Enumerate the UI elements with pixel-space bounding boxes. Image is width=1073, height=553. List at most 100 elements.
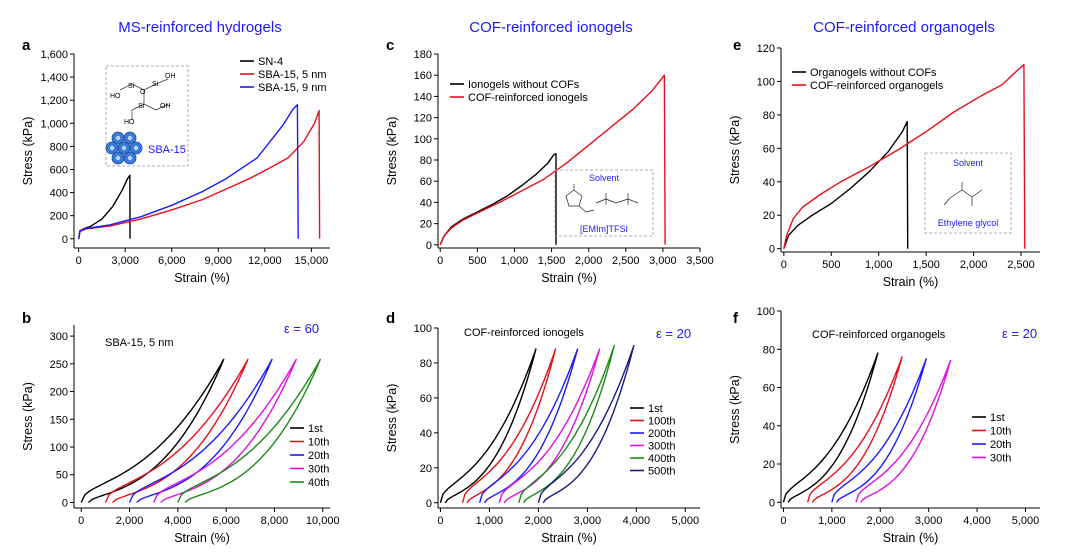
y-tick-label: 60 — [763, 383, 775, 395]
x-tick-label: 10,000 — [306, 515, 340, 527]
chart-panel-f: 0 20 40 60 80 100 0 1,000 2,000 3,000 4,000 5,000 St… — [728, 306, 1040, 545]
y-tick-label: 150 — [50, 414, 68, 426]
inset-atom-si-1: Si — [128, 83, 135, 90]
y-tick-label: 40 — [420, 428, 432, 440]
legend-label: 10th — [990, 426, 1011, 438]
y-tick-label: 100 — [757, 306, 775, 318]
column-title-ionogels: COF-reinforced ionogels — [469, 19, 632, 36]
x-tick-label: 6,000 — [212, 515, 240, 527]
x-tick-label: 15,000 — [295, 255, 329, 267]
x-tick-label: 0 — [437, 515, 443, 527]
x-tick-label: 4,000 — [164, 515, 192, 527]
series-line-organogels-without-cofs — [783, 120, 909, 249]
inset-e-caption: Ethylene glycol — [938, 218, 999, 228]
inset-emim-tfsi: Solvent [EMIm]TFSI — [554, 169, 654, 237]
legend-label: SN-4 — [258, 56, 283, 68]
x-tick-label: 6,000 — [158, 255, 186, 267]
x-tick-label: 5,000 — [672, 515, 700, 527]
x-axis-label: Strain (%) — [541, 271, 597, 285]
legend-label: 100th — [648, 416, 676, 428]
panel-annotation: COF-reinforced organogels — [812, 329, 946, 341]
y-tick-label: 100 — [50, 442, 68, 454]
x-tick-label: 0 — [780, 515, 786, 527]
emim-tfsi-structure-icon — [565, 184, 639, 213]
inset-atom-o-1: O — [140, 89, 146, 96]
inset-sba15-label: SBA-15 — [148, 144, 186, 156]
strain-label: ε = 60 — [284, 321, 319, 336]
y-tick-label: 1,000 — [40, 118, 68, 130]
y-axis-label: Stress (kPa) — [385, 384, 399, 453]
y-tick-label: 0 — [62, 497, 68, 509]
legend-label: 1st — [308, 423, 323, 435]
chart-panel-e: 0 20 40 60 80 100 120 0 500 1,000 1,500 2,000 2,500 S… — [728, 43, 1040, 289]
panel-letter-b: b — [22, 310, 31, 327]
inset-atom-ho-1: HO — [110, 93, 121, 100]
silica-structure-icon — [119, 78, 169, 120]
series-line-200th — [478, 348, 579, 504]
series-line-sba-15-5-nm — [78, 109, 321, 239]
y-tick-label: 20 — [763, 459, 775, 471]
legend-label: 20th — [308, 450, 329, 462]
x-tick-label: 2,000 — [960, 259, 988, 271]
y-tick-label: 180 — [414, 49, 432, 61]
strain-label: ε = 20 — [1002, 326, 1037, 341]
series-line-20th — [128, 358, 273, 504]
inset-ethylene-glycol: Solvent Ethylene glycol — [924, 152, 1012, 234]
y-tick-label: 120 — [757, 43, 775, 55]
x-tick-label: 4,000 — [963, 515, 991, 527]
legend-label: 20th — [990, 439, 1011, 451]
panel-letter-f: f — [733, 310, 739, 327]
y-tick-label: 200 — [50, 387, 68, 399]
y-tick-label: 80 — [763, 344, 775, 356]
series-line-sba-15-9-nm — [78, 104, 299, 239]
y-tick-label: 0 — [769, 497, 775, 509]
y-axis-label: Stress (kPa) — [728, 375, 742, 444]
chart-panel-a: 0 200 400 600 800 1,000 1,200 1,400 1,600 0 3,000 6… — [21, 49, 330, 285]
y-tick-label: 20 — [420, 219, 432, 231]
strain-label: ε = 20 — [656, 326, 691, 341]
y-tick-label: 40 — [763, 421, 775, 433]
x-tick-label: 1,500 — [912, 259, 940, 271]
chart-panel-b: 0 50 100 150 200 250 300 0 2,000 4,000 6,000 8,000 1… — [21, 321, 340, 545]
inset-atom-si-2: Si — [152, 81, 159, 88]
inset-c-caption: [EMIm]TFSI — [580, 224, 628, 234]
x-tick-label: 2,000 — [866, 515, 894, 527]
legend-label: 30th — [308, 464, 329, 476]
legend-label: COF-reinforced organogels — [810, 80, 944, 92]
y-tick-label: 20 — [763, 210, 775, 222]
x-axis-label: Strain (%) — [883, 531, 939, 545]
legend-label: 10th — [308, 437, 329, 449]
series-line-10th — [104, 358, 249, 504]
x-tick-label: 0 — [781, 259, 787, 271]
y-tick-label: 140 — [414, 91, 432, 103]
y-axis-label: Stress (kPa) — [385, 117, 399, 186]
x-tick-label: 3,000 — [574, 515, 602, 527]
legend-label: 40th — [308, 477, 329, 489]
legend-label: 1st — [648, 403, 663, 415]
legend-label: Organogels without COFs — [810, 67, 937, 79]
y-tick-label: 0 — [426, 498, 432, 510]
x-tick-label: 0 — [78, 515, 84, 527]
series-line-1st — [782, 352, 879, 503]
inset-atom-oh-1: OH — [165, 73, 176, 80]
x-tick-label: 2,000 — [525, 515, 553, 527]
panel-letter-a: a — [22, 37, 31, 54]
series-line-30th — [855, 360, 952, 503]
y-tick-label: 600 — [50, 164, 68, 176]
y-tick-label: 100 — [757, 76, 775, 88]
x-tick-label: 0 — [76, 255, 82, 267]
y-tick-label: 80 — [420, 155, 432, 167]
x-tick-label: 3,500 — [686, 255, 714, 267]
y-tick-label: 0 — [62, 234, 68, 246]
y-tick-label: 80 — [763, 110, 775, 122]
legend-label: 400th — [648, 453, 676, 465]
y-tick-label: 20 — [420, 463, 432, 475]
x-tick-label: 9,000 — [205, 255, 233, 267]
y-tick-label: 300 — [50, 331, 68, 343]
legend-label: SBA-15, 9 nm — [258, 82, 326, 94]
y-tick-label: 200 — [50, 211, 68, 223]
inset-atom-ho-2: HO — [124, 119, 135, 126]
series-line-40th — [177, 358, 321, 504]
series-line-cof-reinforced-organogels — [783, 64, 1026, 249]
